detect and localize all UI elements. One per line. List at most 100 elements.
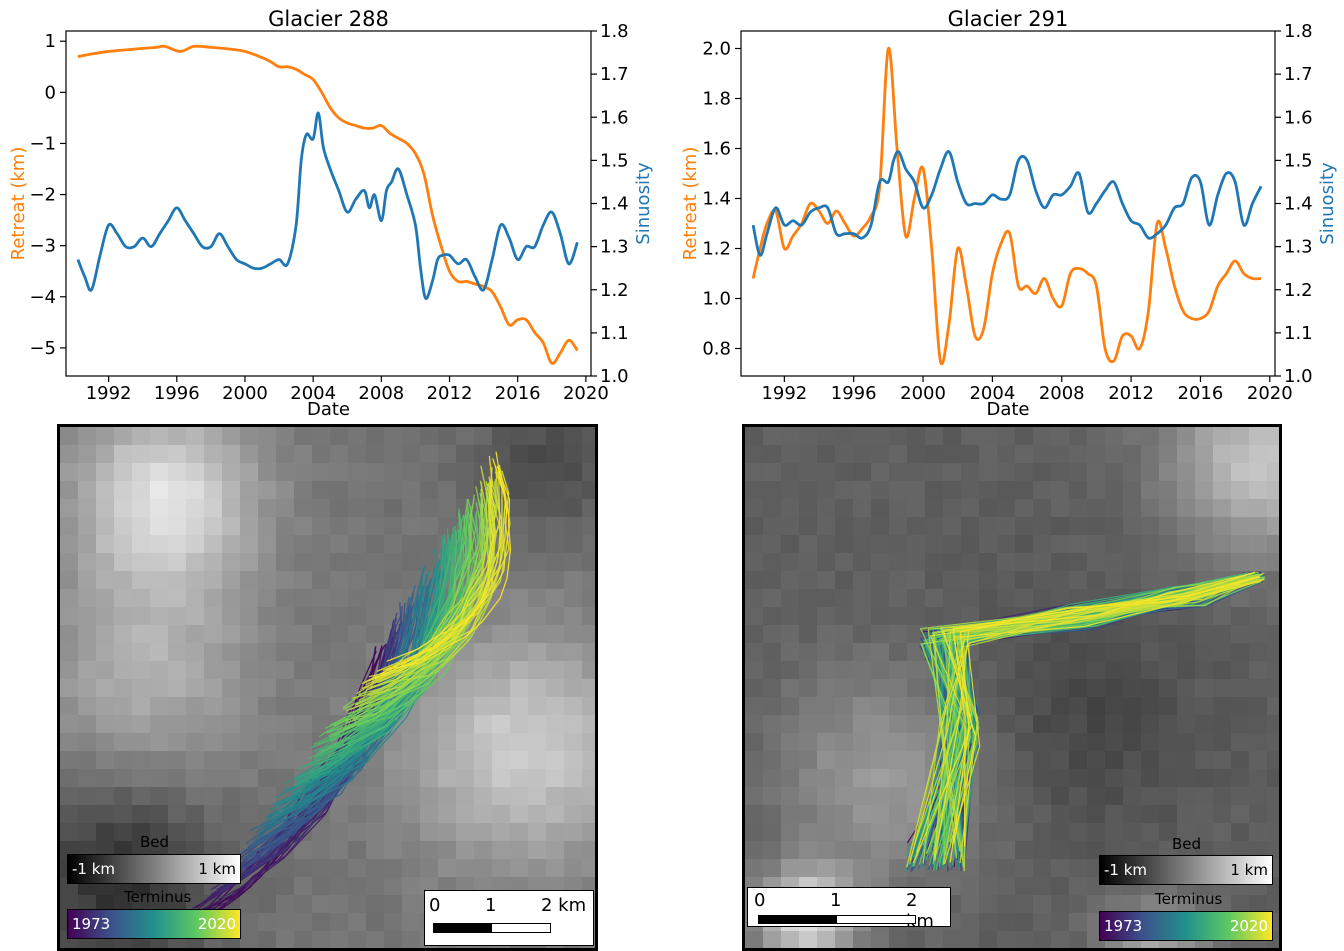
bed-cell bbox=[96, 463, 115, 482]
bed-cell bbox=[979, 787, 998, 806]
y-tick-label: −4 bbox=[29, 287, 56, 308]
bed-cell bbox=[889, 787, 908, 806]
bed-cell bbox=[1015, 931, 1034, 948]
bed-cell bbox=[474, 733, 493, 752]
bed-cell bbox=[114, 823, 133, 842]
bed-cell bbox=[474, 625, 493, 644]
bed-cell bbox=[961, 607, 980, 626]
bed-cell bbox=[763, 427, 782, 446]
bed-cell bbox=[1051, 877, 1070, 896]
bed-cell bbox=[1249, 535, 1268, 554]
bed-cell bbox=[420, 823, 439, 842]
chart-title: Glacier 288 bbox=[268, 7, 389, 31]
bed-cell bbox=[745, 697, 764, 716]
bed-cell bbox=[438, 751, 457, 770]
bed-cell bbox=[456, 481, 475, 500]
bed-cell bbox=[420, 769, 439, 788]
bed-cell bbox=[510, 769, 529, 788]
bed-cell bbox=[402, 481, 421, 500]
bed-cell bbox=[763, 445, 782, 464]
bed-cell bbox=[1033, 481, 1052, 500]
bed-cell bbox=[1267, 679, 1279, 698]
bed-cell bbox=[204, 463, 223, 482]
bed-cell bbox=[1051, 787, 1070, 806]
bed-cell bbox=[474, 445, 493, 464]
bed-cell bbox=[114, 607, 133, 626]
bed-cell bbox=[240, 787, 259, 806]
bed-cell bbox=[943, 931, 962, 948]
bed-cell bbox=[979, 553, 998, 572]
bed-cell bbox=[889, 643, 908, 662]
bed-cell bbox=[1231, 607, 1250, 626]
bed-cell bbox=[835, 733, 854, 752]
bed-cell bbox=[528, 463, 547, 482]
bed-cell bbox=[546, 463, 565, 482]
bed-cell bbox=[276, 715, 295, 734]
bed-cell bbox=[799, 427, 818, 446]
terminus-trace bbox=[268, 578, 436, 818]
bed-cell bbox=[1069, 787, 1088, 806]
bed-cell bbox=[384, 931, 403, 948]
bed-cell bbox=[96, 643, 115, 662]
bed-cell bbox=[114, 571, 133, 590]
bed-cell bbox=[276, 607, 295, 626]
bed-cell bbox=[150, 589, 169, 608]
bed-cell bbox=[276, 445, 295, 464]
glacier-288-chart: Glacier 288 1992 1996 2000 2004 2008 2012 2016 2… bbox=[8, 7, 654, 420]
bed-cell bbox=[78, 751, 97, 770]
bed-cell bbox=[330, 589, 349, 608]
bed-cell bbox=[276, 517, 295, 536]
bed-cell bbox=[817, 427, 836, 446]
bed-cell bbox=[1267, 463, 1279, 482]
bed-cell bbox=[564, 553, 583, 572]
bed-cell bbox=[456, 445, 475, 464]
bed-cell bbox=[907, 859, 926, 878]
bed-cell bbox=[222, 589, 241, 608]
bed-cell bbox=[1213, 769, 1232, 788]
bed-cell bbox=[1177, 553, 1196, 572]
bed-cell bbox=[546, 445, 565, 464]
bed-cell bbox=[799, 859, 818, 878]
bed-cell bbox=[510, 463, 529, 482]
bed-cell bbox=[835, 841, 854, 860]
bed-cell bbox=[240, 805, 259, 824]
bed-cell bbox=[853, 499, 872, 518]
bed-cell bbox=[456, 715, 475, 734]
bed-cell bbox=[240, 625, 259, 644]
bed-cell bbox=[582, 805, 595, 824]
bed-cell bbox=[582, 463, 595, 482]
bed-cell bbox=[150, 787, 169, 806]
bed-cell bbox=[204, 661, 223, 680]
bed-cell bbox=[582, 553, 595, 572]
bed-cell bbox=[1033, 679, 1052, 698]
bed-cell bbox=[294, 607, 313, 626]
bed-cell bbox=[330, 679, 349, 698]
bed-cell bbox=[1105, 481, 1124, 500]
bed-cell bbox=[835, 553, 854, 572]
bed-cell bbox=[1033, 787, 1052, 806]
bed-cell bbox=[312, 535, 331, 554]
bed-cell bbox=[276, 427, 295, 446]
bed-cell bbox=[150, 733, 169, 752]
bed-cell bbox=[60, 535, 79, 554]
bed-cell bbox=[420, 715, 439, 734]
bed-cell bbox=[510, 571, 529, 590]
bed-cell bbox=[114, 481, 133, 500]
terminus-trace bbox=[909, 571, 1256, 861]
bed-cell bbox=[114, 751, 133, 770]
bed-cell bbox=[871, 607, 890, 626]
bed-cell bbox=[853, 679, 872, 698]
bed-cell bbox=[1213, 481, 1232, 500]
bed-cell bbox=[853, 715, 872, 734]
bed-cell bbox=[745, 715, 764, 734]
bed-cell bbox=[1141, 769, 1160, 788]
bed-cell bbox=[979, 679, 998, 698]
bed-cell bbox=[1141, 679, 1160, 698]
bed-cell bbox=[582, 697, 595, 716]
bed-cell bbox=[456, 751, 475, 770]
sinuosity-line bbox=[751, 150, 1263, 257]
bed-cell bbox=[366, 841, 385, 860]
bed-cell bbox=[168, 427, 187, 446]
bed-cell bbox=[1213, 715, 1232, 734]
bed-cell bbox=[1015, 895, 1034, 914]
